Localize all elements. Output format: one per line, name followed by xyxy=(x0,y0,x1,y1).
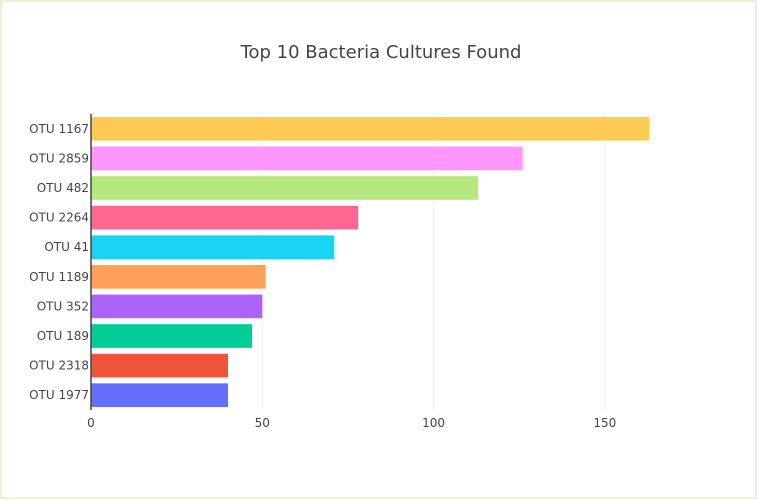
x-tick-label: 0 xyxy=(87,416,95,430)
y-tick-label: OTU 1167 xyxy=(29,122,89,136)
y-tick-label: OTU 2859 xyxy=(29,151,89,165)
y-tick-label: OTU 1977 xyxy=(29,388,89,402)
y-tick-label: OTU 189 xyxy=(37,329,89,343)
chart-title: Top 10 Bacteria Cultures Found xyxy=(240,42,522,63)
y-tick-label: OTU 482 xyxy=(37,181,89,195)
y-tick-labels: OTU 1167 OTU 2859 OTU 482 OTU 2264 OTU 41 OTU… xyxy=(29,122,89,402)
y-tick-label: OTU 2318 xyxy=(29,359,89,373)
bar-otu-2318[interactable] xyxy=(91,353,229,378)
y-tick-label: OTU 41 xyxy=(44,240,89,254)
bar-otu-2264[interactable] xyxy=(91,205,359,230)
x-tick-label: 50 xyxy=(255,416,270,430)
bar-otu-352[interactable] xyxy=(91,294,263,319)
x-tick-labels: 0 50 100 150 xyxy=(87,416,616,430)
x-tick-label: 150 xyxy=(593,416,616,430)
bar-otu-1977[interactable] xyxy=(91,383,229,408)
x-tick-label: 100 xyxy=(422,416,445,430)
y-tick-label: OTU 1189 xyxy=(29,270,89,284)
y-tick-label: OTU 2264 xyxy=(29,211,89,225)
y-tick-label: OTU 352 xyxy=(37,299,89,313)
bars xyxy=(91,116,650,408)
bar-otu-1189[interactable] xyxy=(91,264,266,289)
bar-otu-482[interactable] xyxy=(91,176,479,200)
bar-otu-189[interactable] xyxy=(91,324,253,348)
bar-otu-41[interactable] xyxy=(91,235,335,260)
bar-otu-1167[interactable] xyxy=(91,116,650,141)
bar-otu-2859[interactable] xyxy=(91,146,523,171)
